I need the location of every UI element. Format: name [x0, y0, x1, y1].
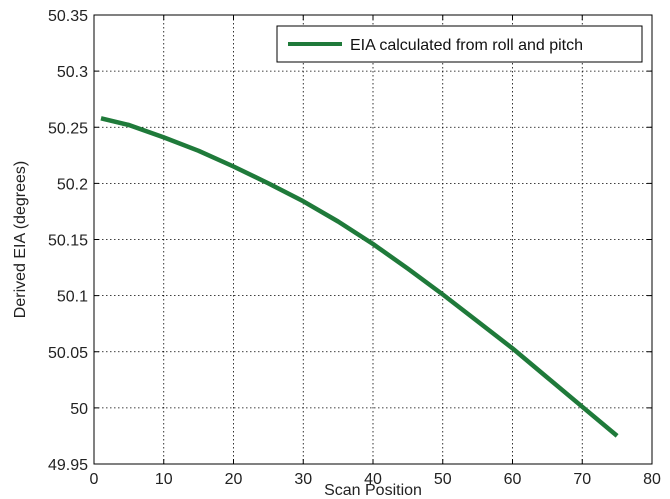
- x-tick-label: 50: [434, 471, 452, 488]
- y-tick-label: 50.15: [48, 233, 88, 250]
- series-line-0: [100, 116, 619, 438]
- y-tick-label: 50.35: [48, 8, 88, 25]
- y-axis-title: Derived EIA (degrees): [12, 161, 29, 318]
- y-axis-tick-labels: 49.95 50 50.05 50.1 50.15 50.2 50.25 50.3 50.35: [48, 8, 88, 474]
- y-tick-label: 50: [70, 401, 88, 418]
- x-tick-label: 0: [90, 471, 99, 488]
- grid-lines: [94, 15, 652, 464]
- x-tick-label: 30: [294, 471, 312, 488]
- y-tick-label: 50.2: [57, 176, 88, 193]
- x-axis-tick-labels: 0 10 20 30 40 50 60 70 80: [90, 471, 661, 488]
- x-tick-label: 20: [225, 471, 243, 488]
- legend: EIA calculated from roll and pitch: [276, 25, 643, 63]
- x-tick-label: 70: [573, 471, 591, 488]
- y-tick-label: 50.3: [57, 64, 88, 81]
- y-tick-label: 50.1: [57, 289, 88, 306]
- y-tick-label: 50.25: [48, 120, 88, 137]
- y-tick-label: 49.95: [48, 457, 88, 474]
- x-tick-label: 10: [155, 471, 173, 488]
- axis-ticks: [93, 14, 653, 465]
- legend-label: EIA calculated from roll and pitch: [350, 37, 583, 54]
- x-tick-label: 60: [504, 471, 522, 488]
- series-layer: [100, 116, 619, 438]
- x-axis-title: Scan Position: [324, 482, 422, 499]
- x-tick-label: 40: [364, 471, 382, 488]
- x-tick-label: 80: [643, 471, 661, 488]
- y-tick-label: 50.05: [48, 345, 88, 362]
